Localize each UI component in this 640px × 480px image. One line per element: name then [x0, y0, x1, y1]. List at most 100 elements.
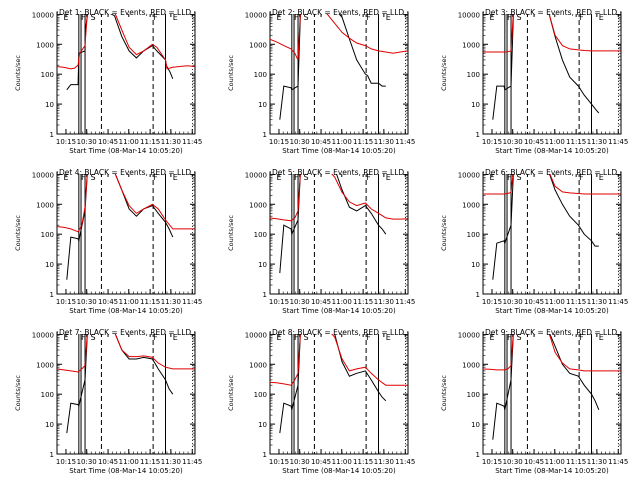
flag-label: S: [90, 333, 95, 342]
x-tick-label: 11:45: [608, 458, 628, 466]
x-tick-label: 11:00: [545, 138, 565, 146]
x-tick-label: 11:30: [374, 298, 394, 306]
x-tick-label: 10:15: [56, 298, 76, 306]
y-tick-label: 100: [467, 391, 480, 399]
y-tick-label: 10: [471, 101, 480, 109]
x-tick-label: 10:15: [56, 458, 76, 466]
x-tick-label: 10:30: [503, 298, 523, 306]
y-tick-label: 10000: [245, 171, 267, 179]
panel-det-4: 1 10 100 1000 10000 10:15 10:30 10:45 11:00 11:15…: [14, 164, 202, 315]
y-tick-label: 1: [476, 291, 480, 299]
plot-frame: [56, 331, 196, 455]
y-tick-label: 100: [467, 231, 480, 239]
x-tick-label: 10:45: [311, 138, 331, 146]
x-axis-label: Start Time (08-Mar-14 10:05:20): [282, 467, 396, 475]
flag-label: E: [490, 333, 495, 342]
flag-label: S: [516, 13, 521, 22]
panel-det-3: 1 10 100 1000 10000 10:15 10:30 10:45 11:00 11:15…: [440, 4, 628, 155]
x-tick-label: 11:30: [587, 138, 607, 146]
x-tick-label: 10:45: [524, 458, 544, 466]
y-tick-label: 1000: [36, 41, 54, 49]
x-tick-label: 11:30: [161, 458, 181, 466]
x-tick-label: 10:15: [56, 138, 76, 146]
flag-label: F: [153, 13, 158, 22]
flag-label: E: [386, 173, 391, 182]
y-tick-label: 100: [41, 391, 54, 399]
flag-label: E: [386, 13, 391, 22]
x-tick-label: 10:30: [77, 458, 97, 466]
y-axis-label: Counts/sec: [14, 55, 22, 91]
x-axis-label: Start Time (08-Mar-14 10:05:20): [495, 467, 609, 475]
x-tick-label: 11:30: [374, 138, 394, 146]
x-tick-label: 11:15: [140, 458, 160, 466]
flag-label: E: [64, 173, 69, 182]
y-tick-label: 10000: [32, 171, 54, 179]
y-tick-label: 1: [476, 131, 480, 139]
flag-label: S: [303, 173, 308, 182]
plot-frame: [482, 171, 622, 295]
x-tick-label: 11:45: [608, 298, 628, 306]
flag-label: E: [64, 333, 69, 342]
y-axis-label: Counts/sec: [14, 375, 22, 411]
panel-title: Det 6: BLACK = Events, RED = LLD: [485, 168, 617, 177]
title-backing: [271, 164, 407, 174]
y-tick-label: 10000: [245, 331, 267, 339]
y-tick-label: 1000: [462, 361, 480, 369]
flag-label: E: [277, 333, 282, 342]
x-tick-label: 11:15: [140, 298, 160, 306]
x-axis-label: Start Time (08-Mar-14 10:05:20): [69, 307, 183, 315]
x-tick-label: 10:30: [503, 458, 523, 466]
panel-title: Det 8: BLACK = Events, RED = LLD: [272, 328, 404, 337]
lld-series-line: [57, 12, 195, 70]
panel-det-5: 1 10 100 1000 10000 10:15 10:30 10:45 11:00 11:15…: [227, 164, 415, 315]
events-series-line: [279, 332, 387, 434]
x-tick-label: 10:15: [482, 138, 502, 146]
y-tick-label: 1: [263, 451, 267, 459]
panel-title: Det 5: BLACK = Events, RED = LLD: [272, 168, 404, 177]
lld-series-line: [483, 172, 621, 195]
flag-label: E: [277, 13, 282, 22]
title-backing: [271, 324, 407, 334]
title-backing: [484, 164, 620, 174]
x-tick-label: 11:00: [545, 298, 565, 306]
x-tick-label: 10:15: [269, 298, 289, 306]
title-backing: [58, 324, 194, 334]
y-tick-label: 10: [45, 261, 54, 269]
x-tick-label: 11:45: [395, 138, 415, 146]
flag-label: F: [579, 333, 584, 342]
y-tick-label: 1000: [249, 361, 267, 369]
y-axis-label: Counts/sec: [227, 55, 235, 91]
x-tick-label: 11:00: [332, 298, 352, 306]
flag-label: E: [173, 333, 178, 342]
events-series-line: [492, 12, 600, 120]
y-tick-label: 100: [467, 71, 480, 79]
flag-label: E: [599, 333, 604, 342]
y-axis-label: Counts/sec: [227, 215, 235, 251]
flag-label: E: [64, 13, 69, 22]
y-tick-label: 10000: [458, 11, 480, 19]
x-tick-label: 10:30: [290, 458, 310, 466]
y-tick-label: 1000: [249, 201, 267, 209]
panel-title: Det 9: BLACK = Events, RED = LLD: [485, 328, 617, 337]
flag-label: S: [516, 333, 521, 342]
x-tick-label: 11:00: [332, 458, 352, 466]
plot-frame: [56, 171, 196, 295]
flag-label: F: [81, 173, 86, 182]
flag-label: E: [173, 173, 178, 182]
x-tick-label: 10:45: [311, 298, 331, 306]
flag-label: F: [507, 333, 512, 342]
flag-label: E: [490, 13, 495, 22]
x-tick-label: 10:45: [311, 458, 331, 466]
x-axis-label: Start Time (08-Mar-14 10:05:20): [69, 467, 183, 475]
panel-title: Det 4: BLACK = Events, RED = LLD: [59, 168, 191, 177]
x-tick-label: 11:45: [395, 298, 415, 306]
y-tick-label: 10: [471, 261, 480, 269]
y-tick-label: 10: [258, 261, 267, 269]
x-tick-label: 11:15: [566, 458, 586, 466]
y-tick-label: 1: [263, 291, 267, 299]
x-axis-label: Start Time (08-Mar-14 10:05:20): [282, 307, 396, 315]
y-tick-label: 1000: [36, 201, 54, 209]
x-tick-label: 10:15: [269, 138, 289, 146]
y-tick-label: 100: [254, 391, 267, 399]
x-tick-label: 11:45: [182, 298, 202, 306]
